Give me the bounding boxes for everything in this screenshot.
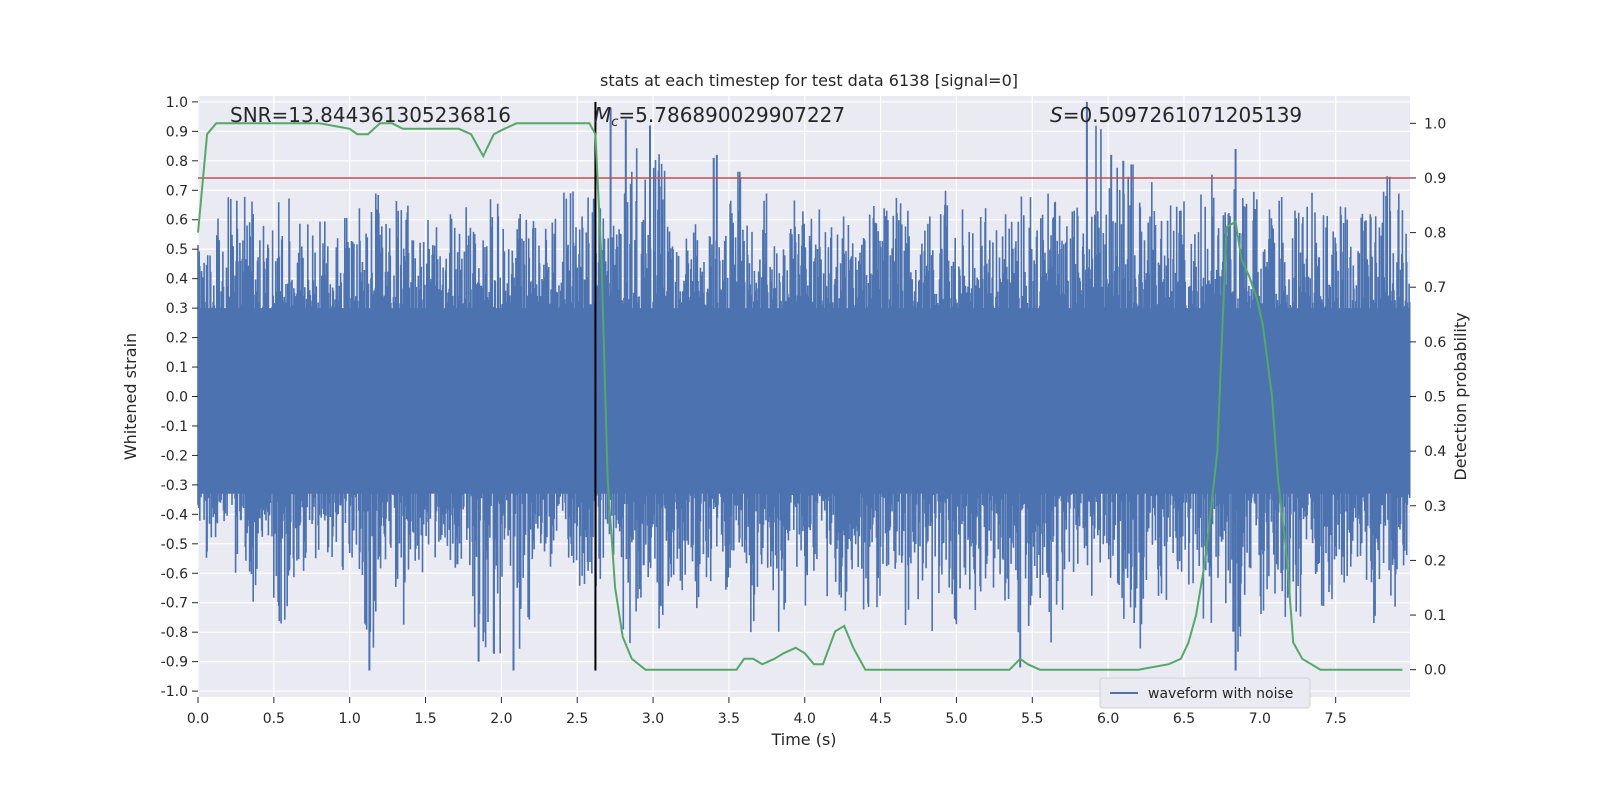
y-tick-label: -0.6 xyxy=(161,566,188,582)
x-tick-label: 6.5 xyxy=(1173,711,1195,727)
right-tick-label: 0.0 xyxy=(1424,663,1446,679)
x-tick-label: 5.0 xyxy=(945,711,967,727)
y-tick-label: -0.5 xyxy=(161,537,188,553)
y-tick-label: 1.0 xyxy=(166,95,188,111)
right-y-axis-label: Detection probability xyxy=(1451,312,1470,480)
right-tick-label: 1.0 xyxy=(1424,116,1446,132)
y-tick-label: -0.1 xyxy=(161,419,188,435)
x-tick-label: 0.0 xyxy=(187,711,209,727)
x-tick-label: 5.5 xyxy=(1021,711,1043,727)
chart-title: stats at each timestep for test data 613… xyxy=(600,71,1018,90)
right-tick-label: 0.2 xyxy=(1424,553,1446,569)
legend: waveform with noise xyxy=(1099,677,1311,709)
right-tick-label: 0.6 xyxy=(1424,335,1446,351)
y-tick-label: 0.4 xyxy=(166,272,188,288)
y-tick-label: -0.2 xyxy=(161,448,188,464)
y-tick-label: 0.6 xyxy=(166,213,188,229)
mc-symbol: M xyxy=(594,103,611,127)
y-tick-label: 0.0 xyxy=(166,390,188,406)
legend-label-waveform: waveform with noise xyxy=(1148,686,1293,702)
y-tick-label: -0.8 xyxy=(161,625,188,641)
right-tick-label: 0.7 xyxy=(1424,280,1446,296)
right-tick-label: 0.5 xyxy=(1424,390,1446,406)
x-tick-label: 2.0 xyxy=(490,711,512,727)
waveform-series xyxy=(197,101,1411,671)
x-tick-label: 1.0 xyxy=(339,711,361,727)
right-tick-label: 0.1 xyxy=(1424,608,1446,624)
y-tick-label: -0.9 xyxy=(161,655,188,671)
x-tick-label: 4.5 xyxy=(869,711,891,727)
x-tick-label: 7.5 xyxy=(1325,711,1347,727)
y-tick-label: -0.3 xyxy=(161,478,188,494)
y-tick-label: -1.0 xyxy=(161,684,188,700)
y-tick-label: 0.9 xyxy=(166,124,188,140)
s-symbol: S xyxy=(1050,103,1063,127)
probability-series-line xyxy=(197,122,1403,671)
y-axis-label: Whitened strain xyxy=(121,333,140,460)
y-tick-label: 0.5 xyxy=(166,242,188,258)
y-tick-label: 0.8 xyxy=(166,154,188,170)
y-tick-label: -0.7 xyxy=(161,596,188,612)
x-tick-label: 7.0 xyxy=(1249,711,1271,727)
x-tick-label: 2.5 xyxy=(566,711,588,727)
right-tick-label: 0.9 xyxy=(1424,171,1446,187)
right-tick-label: 0.8 xyxy=(1424,226,1446,242)
left-axis-ticks: 1.0 0.9 0.8 0.7 0.6 0.5 0.4 0.3 0.2 0.1 0.0 -0.1 -0.… xyxy=(161,95,198,700)
score-annotation: S=0.5097261071205139 xyxy=(1050,103,1302,127)
right-axis-ticks: 1.0 0.9 0.8 0.7 0.6 0.5 0.4 0.3 0.2 0.1 0.0 xyxy=(1410,116,1446,679)
y-tick-label: 0.3 xyxy=(166,301,188,317)
mc-value: =5.786890029907227 xyxy=(618,103,845,127)
right-tick-label: 0.3 xyxy=(1424,499,1446,515)
chirp-mass-annotation: Mc=5.786890029907227 xyxy=(594,103,845,130)
y-tick-label: 0.7 xyxy=(166,183,188,199)
x-axis-label: Time (s) xyxy=(770,730,836,749)
waveform-trace xyxy=(197,125,1411,654)
snr-annotation: SNR=13.844361305236816 xyxy=(230,103,511,127)
x-tick-label: 1.5 xyxy=(414,711,436,727)
x-tick-label: 3.0 xyxy=(642,711,664,727)
s-value: =0.5097261071205139 xyxy=(1063,103,1302,127)
y-tick-label: -0.4 xyxy=(161,507,188,523)
y-tick-label: 0.1 xyxy=(166,360,188,376)
waveform-spikes xyxy=(368,101,1237,671)
x-tick-label: 0.5 xyxy=(263,711,285,727)
x-tick-label: 3.5 xyxy=(718,711,740,727)
x-tick-label: 4.0 xyxy=(794,711,816,727)
mc-subscript: c xyxy=(611,115,618,130)
x-tick-label: 6.0 xyxy=(1097,711,1119,727)
y-tick-label: 0.2 xyxy=(166,331,188,347)
right-tick-label: 0.4 xyxy=(1424,444,1446,460)
legend-box xyxy=(1099,677,1311,709)
